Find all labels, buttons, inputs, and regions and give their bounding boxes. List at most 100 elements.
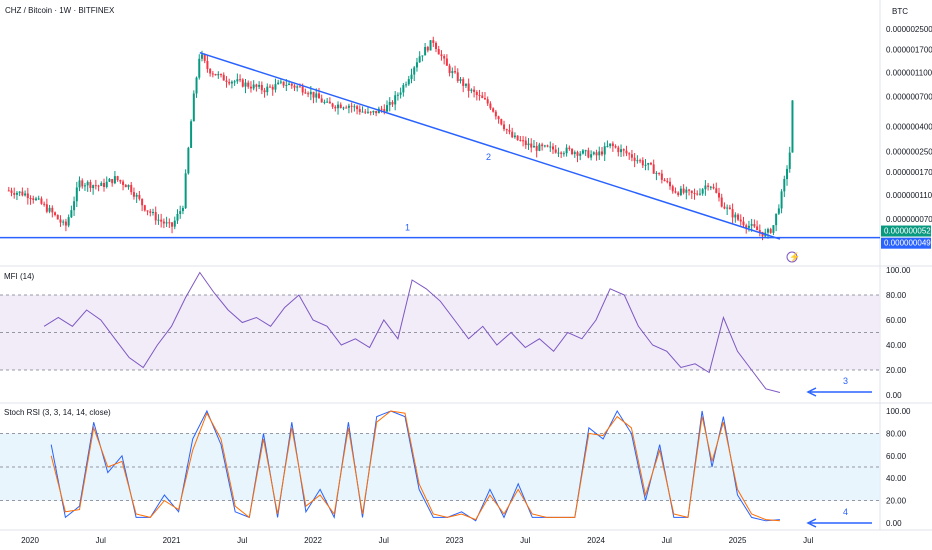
time-tick-label: Jul [379, 536, 389, 545]
candle-body [361, 111, 364, 113]
candle-body [375, 110, 378, 114]
candle-body [334, 106, 337, 109]
candle-body [380, 108, 383, 110]
candle-body [51, 207, 54, 213]
candle-body [331, 103, 334, 107]
candle-body [247, 82, 250, 87]
mfi-pane-title: MFI (14) [4, 272, 35, 281]
candle-body [524, 140, 527, 146]
candle-body [320, 98, 323, 103]
candle-body [734, 214, 737, 218]
candle-body [682, 188, 685, 193]
stoch-tick-label: 0.00 [886, 519, 902, 528]
candle-body [552, 146, 555, 150]
candle-body [132, 192, 135, 197]
candle-body [353, 106, 356, 108]
time-tick-label: Jul [662, 536, 672, 545]
symbol-title: CHZ / Bitcoin · 1W · BITFINEX [5, 6, 115, 15]
candle-body [600, 151, 603, 155]
candle-body [108, 179, 111, 182]
candle-body [535, 145, 538, 151]
candle-body [130, 184, 133, 193]
candle-body [413, 67, 416, 75]
candle-body [279, 81, 282, 83]
candle-body [527, 143, 530, 146]
candle-body [519, 140, 522, 142]
candle-body [124, 184, 127, 188]
candle-body [260, 84, 263, 91]
candle-body [266, 86, 269, 93]
stoch-tick-label: 80.00 [886, 429, 907, 438]
candle-body [456, 72, 459, 81]
candle-body [141, 198, 144, 206]
currency-label: BTC [892, 7, 908, 16]
candle-body [772, 225, 775, 233]
candle-body [73, 201, 76, 211]
candle-body [658, 172, 661, 174]
candle-body [426, 47, 429, 51]
candle-body [239, 79, 242, 81]
candle-body [750, 224, 753, 226]
candle-body [641, 160, 644, 166]
mfi-tick-label: 60.00 [886, 316, 907, 325]
candle-body [628, 153, 631, 155]
candle-body [388, 101, 391, 106]
candle-body [459, 79, 462, 81]
candle-body [677, 192, 680, 195]
candle-body [13, 192, 16, 195]
candle-body [288, 83, 291, 85]
candle-body [181, 208, 184, 212]
candle-body [119, 180, 122, 182]
candle-body [100, 182, 103, 186]
candle-body [81, 180, 84, 187]
candle-body [255, 84, 258, 87]
candle-body [647, 163, 650, 165]
price-tick-label: 0.0000011000 [886, 69, 932, 78]
candle-body [45, 204, 48, 212]
candle-body [739, 219, 742, 222]
candle-body [309, 91, 312, 95]
candle-body [214, 73, 217, 76]
candle-body [432, 40, 435, 43]
candle-body [315, 93, 318, 98]
candle-body [62, 221, 65, 223]
candle-body [160, 219, 163, 222]
candle-body [230, 81, 233, 84]
candle-body [220, 74, 223, 76]
candle-body [549, 146, 552, 148]
descending-trend-line [199, 52, 781, 240]
candle-body [364, 111, 367, 113]
candle-body [443, 56, 446, 59]
candle-body [704, 185, 707, 190]
candle-body [475, 91, 478, 95]
candle-body [358, 109, 361, 112]
candle-body [138, 194, 141, 199]
candle-body [454, 71, 457, 73]
candle-body [747, 225, 750, 228]
candle-body [587, 150, 590, 158]
candle-body [543, 145, 546, 147]
candle-body [720, 197, 723, 207]
candle-body [222, 74, 225, 81]
candle-body [532, 145, 535, 148]
candle-body [434, 42, 437, 49]
candle-body [78, 180, 81, 188]
candle-body [29, 198, 32, 200]
candle-body [448, 65, 451, 74]
candle-body [171, 222, 174, 227]
stoch-arrow-label: 4 [843, 507, 848, 517]
candle-body [674, 191, 677, 193]
candle-body [198, 58, 201, 78]
lightning-bolt-icon [786, 251, 798, 263]
candle-body [206, 60, 209, 70]
candle-body [688, 189, 691, 191]
candle-body [666, 181, 669, 183]
candle-body [40, 198, 43, 204]
candle-body [64, 221, 67, 226]
stoch-pane-title: Stoch RSI (3, 3, 14, 14, close) [4, 408, 111, 417]
candle-body [165, 222, 168, 224]
